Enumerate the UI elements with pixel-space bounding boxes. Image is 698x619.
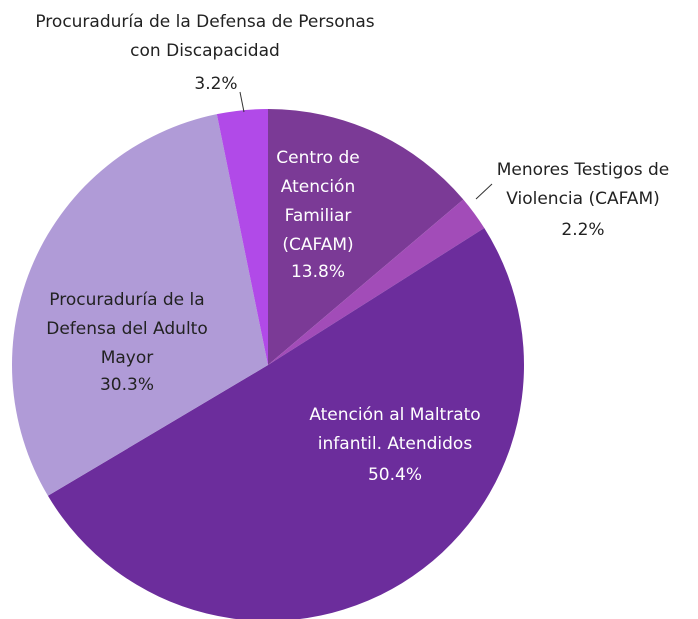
pie-slice [268,199,485,365]
slice-label: Menores Testigos de Violencia (CAFAM) [496,160,670,209]
pie-slice [268,109,464,365]
slice-label: Atención al Maltrato infantil. Atendidos [309,405,481,454]
value-label: 30.3% [99,375,154,395]
value-label: 2.2% [561,220,605,240]
leader-line [475,183,493,200]
value-label: 3.2% [194,74,238,94]
pie-slice [216,109,268,365]
value-label: 50.4% [367,465,422,485]
slice-label: Procuraduría de la Defensa del Adulto Ma… [46,290,208,368]
slice-label: Centro de Atención Familiar (CAFAM) [276,148,360,255]
value-label: 13.8% [290,262,345,282]
leader-line [239,91,245,113]
pie-slice [11,114,268,496]
slice-label: Procuraduría de la Defensa de Personas c… [35,12,375,61]
pie-slice [47,228,524,619]
